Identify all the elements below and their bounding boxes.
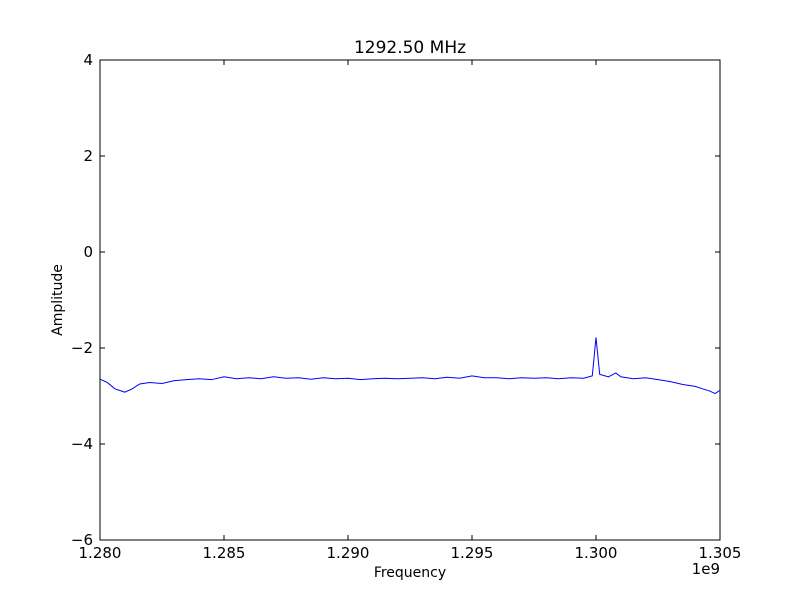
x-axis: 1.280 1.285 1.290 1.295 1.300 1.305 [79, 60, 742, 562]
chart-title: 1292.50 MHz [354, 38, 466, 58]
y-tick-label: 2 [83, 147, 93, 165]
y-tick-label: −4 [71, 435, 93, 453]
x-axis-offset: 1e9 [692, 560, 720, 578]
y-tick-label: −2 [71, 339, 93, 357]
x-tick-label: 1.300 [575, 544, 618, 562]
x-tick-label: 1.290 [327, 544, 370, 562]
series-line [99, 337, 721, 395]
plot-frame [99, 59, 721, 541]
x-tick-label: 1.295 [451, 544, 494, 562]
y-tick-label: −6 [71, 531, 93, 549]
x-tick-label: 1.305 [699, 544, 742, 562]
series-layer [99, 337, 721, 395]
x-tick-label: 1.280 [79, 544, 122, 562]
y-axis-label: Amplitude [50, 264, 66, 336]
y-tick-label: 0 [83, 243, 93, 261]
y-tick-label: 4 [83, 51, 93, 69]
x-axis-label: Frequency [374, 565, 446, 581]
y-axis: −6 −4 −2 0 2 4 [71, 51, 720, 549]
x-tick-label: 1.285 [203, 544, 246, 562]
